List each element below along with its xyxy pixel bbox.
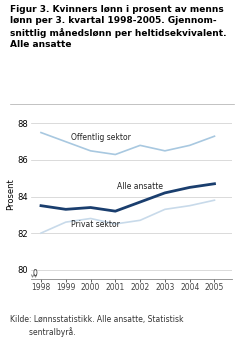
Text: 0: 0 bbox=[32, 269, 37, 278]
Text: Offentlig sektor: Offentlig sektor bbox=[71, 133, 130, 142]
Y-axis label: Prosent: Prosent bbox=[6, 178, 15, 210]
Text: Figur 3. Kvinners lønn i prosent av menns
lønn per 3. kvartal 1998-2005. Gjennom: Figur 3. Kvinners lønn i prosent av menn… bbox=[10, 5, 226, 49]
Text: Alle ansatte: Alle ansatte bbox=[117, 182, 163, 191]
Text: Kilde: Lønnsstatistikk. Alle ansatte, Statistisk
        sentralbyrå.: Kilde: Lønnsstatistikk. Alle ansatte, St… bbox=[10, 316, 183, 337]
Text: Privat sektor: Privat sektor bbox=[71, 220, 120, 229]
